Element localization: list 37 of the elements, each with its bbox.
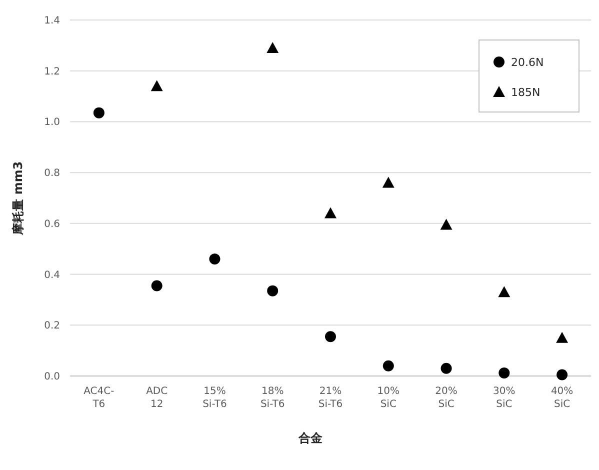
y-axis-title: 摩耗量 mm3	[11, 161, 25, 236]
x-tick-label: 15% Si-T6	[202, 386, 227, 410]
point	[382, 176, 394, 188]
x-tick-label: 20% SiC	[435, 386, 458, 410]
y-tick-label: 1.0	[44, 117, 60, 128]
point	[324, 207, 336, 218]
point	[150, 80, 163, 92]
point	[266, 42, 279, 53]
point	[498, 286, 510, 298]
y-tick-label: 0.8	[44, 168, 60, 180]
x-tick-label: 40% SiC	[550, 386, 574, 410]
point	[440, 218, 452, 230]
x-tick-label: 10% SiC	[377, 386, 400, 410]
point	[440, 362, 452, 374]
x-tick-label: 21% Si-T6	[318, 386, 343, 410]
point	[556, 332, 568, 343]
point	[382, 360, 394, 372]
x-axis-title: 合金	[298, 431, 324, 445]
point	[556, 369, 568, 380]
legend-label: 185N	[511, 86, 540, 99]
point	[151, 280, 162, 292]
point	[267, 285, 278, 296]
y-tick-label: 0.4	[44, 270, 60, 281]
x-tick-label: 18% Si-T6	[260, 386, 285, 410]
y-tick-label: 1.4	[44, 16, 60, 26]
point	[209, 254, 220, 265]
point	[325, 331, 336, 342]
point	[93, 107, 104, 118]
x-tick-label: ADC 12	[146, 386, 168, 410]
y-tick-label: 0.6	[44, 218, 60, 230]
y-tick-label: 0.2	[44, 320, 60, 332]
y-tick-label: 0.0	[44, 372, 60, 382]
x-tick-label: AC4C- T6	[84, 386, 115, 410]
y-tick-label: 1.2	[44, 66, 60, 78]
x-tick-label: 30% SiC	[493, 386, 516, 410]
point	[498, 367, 510, 378]
legend-label: 20.6N	[511, 56, 544, 69]
